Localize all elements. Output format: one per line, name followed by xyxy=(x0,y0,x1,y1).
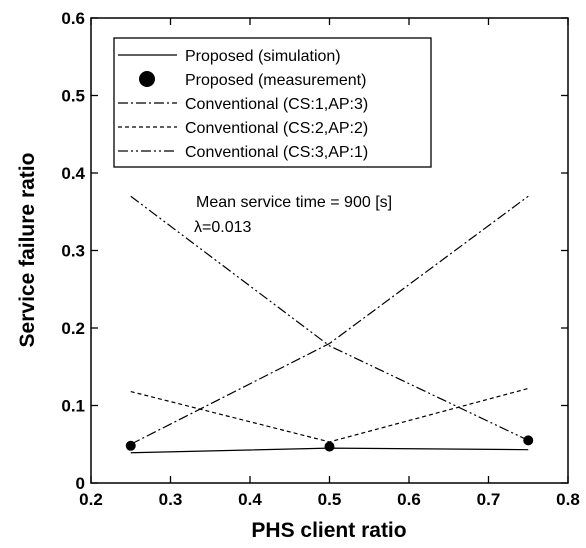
x-tick-label: 0.8 xyxy=(556,490,580,509)
y-tick-label: 0.4 xyxy=(61,164,85,183)
y-tick-label: 0.5 xyxy=(61,87,85,106)
y-tick-label: 0 xyxy=(76,474,85,493)
measurement-point xyxy=(324,441,335,452)
y-tick-label: 0.3 xyxy=(61,242,85,261)
annotation-mean-service-time: Mean service time = 900 [s] xyxy=(196,194,392,211)
x-tick-label: 0.5 xyxy=(318,490,342,509)
y-tick-label: 0.1 xyxy=(61,397,85,416)
legend: Proposed (simulation) Proposed (measureme… xyxy=(113,37,432,168)
x-tick-label: 0.2 xyxy=(79,490,103,509)
ticks-layer: 0.2 0.3 0.4 0.5 0.6 0.7 0.8 0 0.1 0.2 0.3 0.4 0.5 0.6 xyxy=(61,9,579,509)
x-tick-label: 0.4 xyxy=(238,490,262,509)
legend-label-5: Conventional (CS:3,AP:1) xyxy=(185,144,368,161)
legend-label-4: Conventional (CS:2,AP:2) xyxy=(185,120,368,137)
series-line-5 xyxy=(130,195,529,441)
x-axis-label: PHS client ratio xyxy=(251,519,406,542)
legend-box xyxy=(113,37,432,168)
x-tick-label: 0.6 xyxy=(397,490,421,509)
legend-label-3: Conventional (CS:1,AP:3) xyxy=(185,96,368,113)
legend-marker xyxy=(139,71,155,87)
x-tick-label: 0.7 xyxy=(477,490,501,509)
legend-label-2: Proposed (measurement) xyxy=(185,72,366,89)
y-axis-label: Service failure ratio xyxy=(16,153,39,348)
x-tick-label: 0.3 xyxy=(159,490,183,509)
legend-label-1: Proposed (simulation) xyxy=(185,48,341,65)
y-tick-label: 0.6 xyxy=(61,9,85,28)
y-tick-label: 0.2 xyxy=(61,319,85,338)
series-line-3 xyxy=(130,195,529,445)
series-line-4 xyxy=(130,387,529,443)
series-layer xyxy=(125,195,534,454)
annotations: Mean service time = 900 [s] λ=0.013 xyxy=(194,194,392,236)
annotation-lambda: λ=0.013 xyxy=(194,219,251,236)
